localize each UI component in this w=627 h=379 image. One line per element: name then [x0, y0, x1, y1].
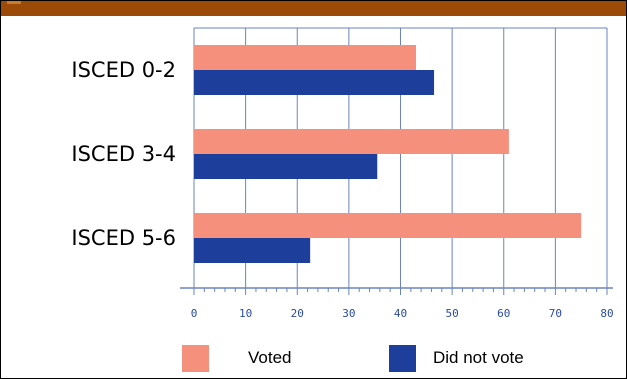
x-tick-label-40: 40	[394, 307, 407, 320]
header-mark	[7, 1, 21, 4]
axis-layer: 0 10 20 30 40 50 60 70 80	[180, 287, 614, 320]
x-tick-label-60: 60	[497, 307, 510, 320]
category-label-2: ISCED 3-4	[71, 142, 176, 166]
x-tick-label-0: 0	[191, 307, 198, 320]
bar-voted-2	[194, 129, 509, 154]
bars-layer	[194, 45, 582, 263]
x-tick-label-80: 80	[600, 307, 613, 320]
bar-did-not-vote-2	[194, 154, 378, 179]
bar-did-not-vote-3	[194, 238, 311, 263]
bar-voted-3	[194, 213, 582, 238]
x-tick-label-50: 50	[446, 307, 459, 320]
legend-label-voted: Voted	[248, 348, 292, 367]
legend-label-did-not-vote: Did not vote	[433, 348, 524, 367]
x-tick-label-20: 20	[291, 307, 304, 320]
legend-swatch-voted	[182, 345, 209, 372]
x-tick-label-10: 10	[239, 307, 252, 320]
x-tick-label-70: 70	[549, 307, 562, 320]
category-labels: ISCED 0-2 ISCED 3-4 ISCED 5-6	[71, 58, 176, 250]
x-tick-label-30: 30	[342, 307, 355, 320]
category-label-3: ISCED 5-6	[71, 226, 176, 250]
bar-voted-1	[194, 45, 416, 70]
bar-did-not-vote-1	[194, 70, 435, 95]
legend-swatch-did-not-vote	[389, 345, 416, 372]
header-band	[1, 1, 626, 16]
category-label-1: ISCED 0-2	[71, 58, 176, 82]
